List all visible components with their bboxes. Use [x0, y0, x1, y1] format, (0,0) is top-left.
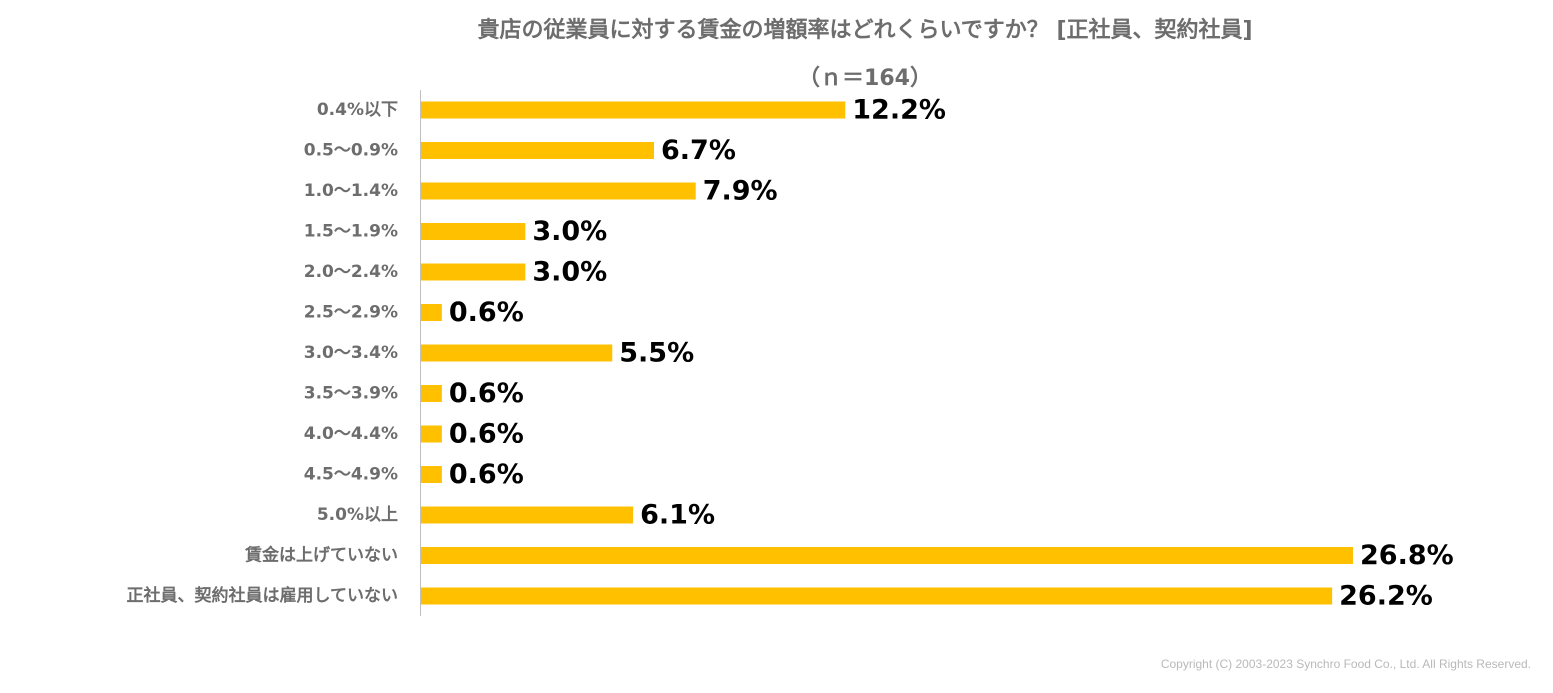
bars-layer: 0.4%以下 12.2% 0.5～0.9% 6.7% 1.0～1.4% 7.9% 1.5～1… — [127, 95, 1454, 612]
bar — [421, 142, 654, 159]
data-label: 6.1% — [640, 500, 715, 531]
data-label: 6.7% — [661, 135, 736, 166]
category-label: 1.5～1.9% — [304, 222, 398, 242]
data-label: 0.6% — [449, 419, 524, 450]
data-label: 0.6% — [449, 459, 524, 490]
bar — [421, 425, 442, 443]
bar — [421, 182, 696, 200]
data-label: 26.2% — [1339, 581, 1433, 612]
category-label: 正社員、契約社員は雇用していない — [127, 585, 399, 606]
data-label: 12.2% — [852, 95, 946, 126]
data-label: 3.0% — [532, 257, 607, 288]
data-label: 0.6% — [449, 297, 524, 328]
chart-title: 貴店の従業員に対する賃金の増額率はどれくらいですか？ [正社員、契約社員] — [477, 18, 1253, 43]
bar — [421, 223, 526, 240]
bar — [421, 263, 526, 281]
data-label: 3.0% — [532, 216, 607, 247]
category-label: 0.4%以下 — [317, 100, 398, 120]
category-label: 5.0%以上 — [317, 505, 398, 525]
bar — [421, 466, 442, 483]
category-label: 3.0～3.4% — [304, 343, 398, 363]
category-label: 2.0～2.4% — [304, 262, 398, 282]
bar — [421, 587, 1333, 605]
chart-header: 貴店の従業員に対する賃金の増額率はどれくらいですか？ [正社員、契約社員] （ｎ… — [0, 0, 1553, 100]
data-label: 0.6% — [449, 378, 524, 409]
bar — [421, 506, 634, 524]
bar — [421, 101, 846, 119]
bar — [421, 344, 613, 362]
data-label: 26.8% — [1360, 540, 1454, 571]
data-label: 5.5% — [619, 338, 694, 369]
category-label: 4.0～4.4% — [304, 424, 398, 444]
category-label: 賃金は上げていない — [244, 545, 398, 566]
copyright-text: Copyright (C) 2003-2023 Synchro Food Co.… — [1160, 657, 1531, 671]
bar — [421, 304, 442, 321]
chart-subtitle: （ｎ＝164） — [798, 66, 932, 91]
category-label: 1.0～1.4% — [304, 181, 398, 201]
category-label: 3.5～3.9% — [304, 384, 398, 404]
category-label: 4.5～4.9% — [304, 465, 398, 485]
category-label: 2.5～2.9% — [304, 303, 398, 323]
data-label: 7.9% — [703, 176, 778, 207]
bar — [421, 385, 442, 402]
category-label: 0.5～0.9% — [304, 141, 398, 161]
bar — [421, 547, 1353, 564]
